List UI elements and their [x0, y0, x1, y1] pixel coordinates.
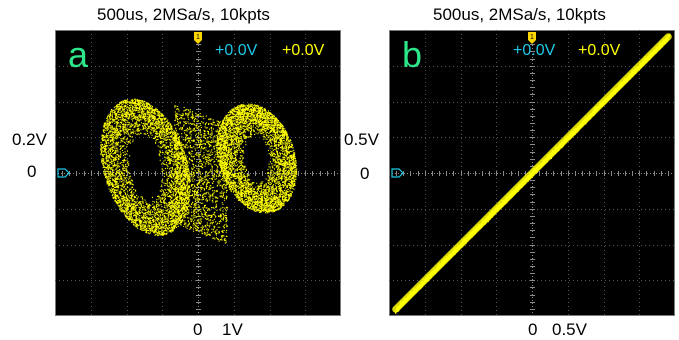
panel-a-trace — [100, 98, 298, 244]
panel-b-trace — [392, 33, 672, 314]
panel-a-trigger-marker: 1 — [194, 32, 202, 44]
panel-b-screen: 1 b +0.0V +0.0V — [389, 30, 675, 316]
panel-a-trace-points — [100, 98, 298, 244]
panel-a-channel-marker — [57, 168, 70, 178]
panel-a-title: 500us, 2MSa/s, 10kpts — [97, 5, 270, 24]
panel-b-title: 500us, 2MSa/s, 10kpts — [433, 5, 606, 24]
panel-b-trigger-marker-label: 1 — [530, 34, 534, 41]
panel-b-grid — [389, 30, 675, 316]
panel-a-x-tick-zero: 0 — [193, 320, 203, 339]
panel-b-ch2-offset: +0.0V — [578, 42, 621, 59]
panel-b-plot: 1 b +0.0V +0.0V — [389, 30, 675, 316]
panel-b-label: b — [402, 34, 422, 75]
panel-b-y-tick-upper: 0.5V — [344, 130, 379, 149]
panel-a-y-tick-upper: 0.2V — [12, 130, 47, 149]
panel-b-x-tick-right: 0.5V — [552, 320, 587, 339]
panel-b-y-tick-zero: 0 — [360, 164, 370, 183]
panel-a-label: a — [68, 34, 89, 75]
panel-b-trace-points — [395, 33, 671, 314]
panel-a-y-tick-zero: 0 — [27, 162, 37, 181]
panel-a-screen: 1 a +0.0V +0.0V — [55, 30, 341, 316]
panel-b-channel-marker — [391, 168, 404, 178]
panel-b-x-tick-zero: 0 — [528, 320, 538, 339]
panel-b-trigger-marker: 1 — [528, 32, 536, 44]
panel-b-ch1-offset: +0.0V — [513, 42, 556, 59]
panel-a-trigger-marker-label: 1 — [196, 34, 200, 41]
panel-a-ch1-offset: +0.0V — [215, 42, 258, 59]
panel-a-x-tick-right: 1V — [222, 320, 243, 339]
panel-a-plot: 1 a +0.0V +0.0V — [55, 30, 341, 316]
panel-a-ch2-offset: +0.0V — [282, 42, 325, 59]
